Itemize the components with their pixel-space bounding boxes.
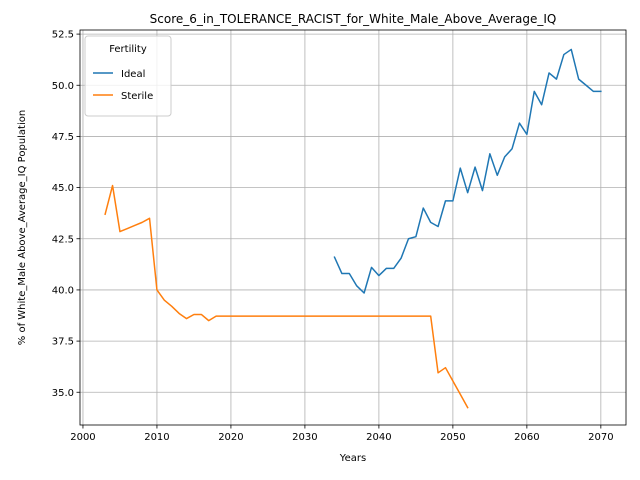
x-tick-label: 2020 bbox=[218, 432, 243, 443]
y-tick-label: 42.5 bbox=[52, 234, 74, 245]
x-tick-label: 2040 bbox=[366, 432, 391, 443]
legend-label-ideal: Ideal bbox=[121, 69, 145, 80]
series-line-ideal bbox=[333, 48, 602, 294]
x-axis-label: Years bbox=[339, 453, 366, 464]
legend-title: Fertility bbox=[109, 44, 147, 55]
y-tick-label: 52.5 bbox=[52, 30, 74, 41]
y-tick-label: 40.0 bbox=[52, 285, 74, 296]
legend-label-sterile: Sterile bbox=[121, 91, 153, 102]
chart-title: Score_6_in_TOLERANCE_RACIST_for_White_Ma… bbox=[150, 12, 557, 26]
series-line-sterile bbox=[104, 184, 469, 409]
y-tick-label: 45.0 bbox=[52, 183, 74, 194]
x-tick-label: 2060 bbox=[514, 432, 539, 443]
series-lines bbox=[104, 48, 602, 409]
x-tick-label: 2030 bbox=[292, 432, 317, 443]
y-tick-label: 35.0 bbox=[52, 388, 74, 399]
legend-entries: Ideal Sterile bbox=[93, 69, 153, 102]
x-tick-label: 2010 bbox=[144, 432, 169, 443]
y-axis-label: % of White_Male Above_Average_IQ Populat… bbox=[17, 110, 28, 345]
x-tick-label: 2070 bbox=[588, 432, 613, 443]
legend: Fertility Ideal Sterile bbox=[84, 35, 172, 117]
x-tick-label: 2000 bbox=[70, 432, 95, 443]
y-axis-ticks: 35.0 37.5 40.0 42.5 45.0 47.5 50.0 52.5 bbox=[52, 30, 80, 399]
y-tick-label: 50.0 bbox=[52, 81, 74, 92]
legend-box bbox=[84, 35, 172, 117]
y-tick-label: 47.5 bbox=[52, 132, 74, 143]
x-axis-ticks: 2000 2010 2020 2030 2040 2050 2060 2070 bbox=[70, 425, 614, 443]
y-tick-label: 37.5 bbox=[52, 337, 74, 348]
grid-lines bbox=[80, 30, 626, 425]
plot-frame bbox=[79, 29, 627, 426]
x-tick-label: 2050 bbox=[440, 432, 465, 443]
